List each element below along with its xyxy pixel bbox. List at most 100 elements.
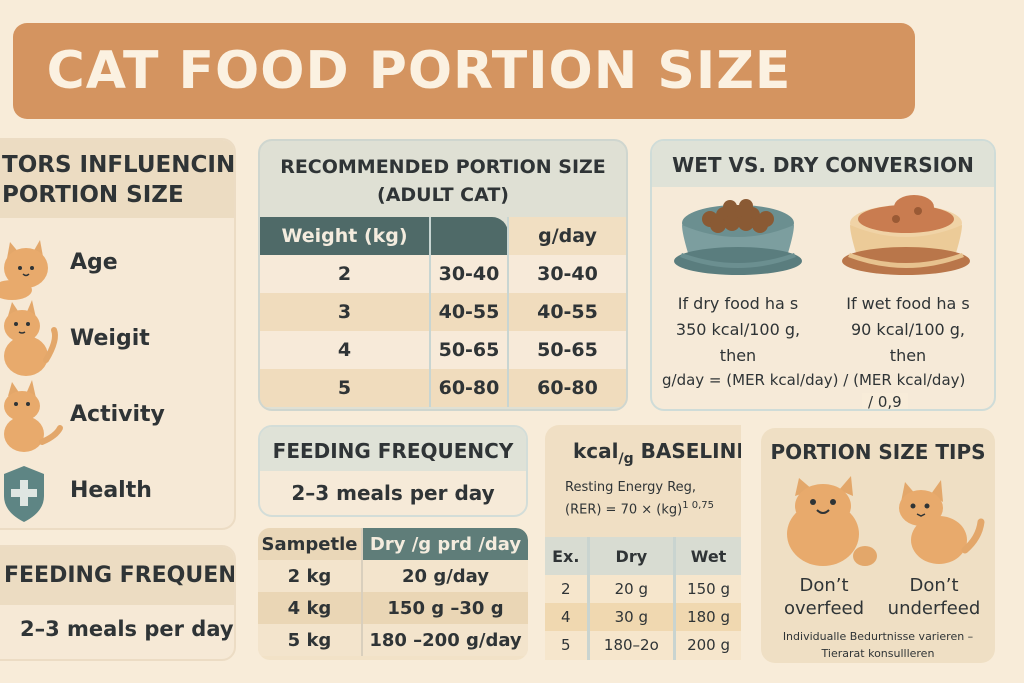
tip-underfeed-line: underfeed — [887, 598, 981, 619]
wet-food-caption: If wet food ha s 90 kcal/100 g, then — [828, 291, 988, 369]
cell: 40-55 — [429, 293, 508, 331]
wet-food-bowl-icon — [834, 193, 978, 289]
rer-formula: Resting Energy Reg, (RER) = 70 × (kg)1 0… — [545, 467, 741, 519]
table-row: 5 180–2o 200 g — [545, 631, 741, 659]
cell: 5 — [545, 631, 590, 659]
factors-panel: TORS INFLUENCING PORTION SIZE Age — [0, 138, 236, 530]
kcal-heading-sub: /g — [618, 451, 634, 467]
overweight-cat-icon — [781, 472, 881, 572]
wet-caption-line: then — [889, 346, 927, 365]
column-header-sample: Sampetle — [258, 528, 363, 560]
recommended-table: Weight (kg) g/day 2 30-40 30-40 3 40-55 … — [260, 217, 626, 407]
factor-label-health: Health — [70, 477, 152, 503]
tip-overfeed: Don’t overfeed — [769, 574, 879, 620]
table-row: 2 20 g 150 g — [545, 575, 741, 603]
wet-caption-line: If wet food ha s — [846, 294, 970, 313]
kitten-icon — [0, 224, 70, 300]
conversion-formula: g/day = (MER kcal/day) / (MER kcal/day) — [662, 371, 966, 389]
dry-caption-line: If dry food ha s — [677, 294, 799, 313]
recommended-heading-line1: RECOMMENDED PORTION SIZE — [280, 156, 606, 178]
kcal-heading-rest: BASELINE — [633, 439, 741, 463]
column-header-gday: g/day — [507, 217, 626, 255]
conversion-formula-divisor: / 0,9 — [862, 393, 908, 409]
cell: 30-40 — [429, 255, 508, 293]
cat-sitting-icon — [0, 300, 70, 376]
cell: 20 g/day — [402, 565, 489, 587]
kcal-baseline-heading: kcal/g BASELINE — [545, 425, 741, 467]
cell: 30 g — [588, 603, 677, 631]
factor-item-activity: Activity — [0, 376, 222, 452]
cell: 30-40 — [507, 255, 626, 293]
cell: 5 — [337, 377, 352, 399]
recommended-portion-panel: RECOMMENDED PORTION SIZE (ADULT CAT) Wei… — [258, 139, 628, 411]
kcal-baseline-panel: kcal/g BASELINE Resting Energy Reg, (RER… — [545, 425, 741, 660]
feeding-frequency-center-heading: FEEDING FREQUENCY — [260, 427, 526, 471]
cell: 20 g — [588, 575, 677, 603]
rer-exponent: 1 0,75 — [682, 500, 715, 511]
table-row: 2 kg 20 g/day — [258, 560, 528, 592]
factor-label-weight: Weigit — [70, 325, 150, 351]
factors-heading-line2: PORTION SIZE — [2, 182, 184, 208]
cell: 150 g –30 g — [387, 597, 504, 619]
tip-overfeed-line: overfeed — [783, 598, 865, 619]
table-row: 5 60-80 60-80 — [260, 369, 626, 407]
column-header-dry: Dry /g prd /day — [362, 528, 528, 560]
tip-underfeed: Don’t underfeed — [879, 574, 989, 620]
table-row-empty — [545, 659, 741, 660]
cat-playing-icon — [0, 376, 70, 452]
factor-item-health: Health — [0, 452, 222, 528]
cell: 40-55 — [507, 293, 626, 331]
feeding-frequency-left-value: 2–3 meals per day — [20, 617, 234, 641]
tips-note-line1: Individualle Bedurtnisse varieren – — [782, 630, 974, 643]
wet-dry-conversion-panel: WET VS. DRY CONVERSION If dry food — [650, 139, 996, 411]
column-header-weight: Weight (kg) — [260, 217, 430, 255]
table-row: 3 40-55 40-55 — [260, 293, 626, 331]
cell: 3 — [337, 301, 352, 323]
sample-table-panel: Sampetle Dry /g prd /day 2 kg 20 g/day 4… — [258, 528, 528, 660]
cell: 50-65 — [429, 331, 508, 369]
cell: 4 — [337, 339, 352, 361]
factor-label-age: Age — [70, 249, 118, 275]
tips-heading: PORTION SIZE TIPS — [770, 440, 986, 464]
column-header-dry: Dry — [588, 537, 677, 575]
shield-plus-icon — [0, 452, 70, 528]
cell: 180 g — [687, 608, 730, 626]
rer-line2: (RER) = 70 × (kg) — [565, 502, 683, 518]
portion-tips-panel: PORTION SIZE TIPS Don’t overfeed Do — [761, 428, 995, 663]
page-title: CAT FOOD PORTION SIZE — [46, 41, 792, 101]
factor-item-age: Age — [0, 224, 222, 300]
thin-cat-icon — [891, 478, 987, 572]
cell: 4 — [545, 603, 590, 631]
rer-line1: Resting Energy Reg, — [565, 480, 697, 495]
column-header-wet: Wet — [674, 537, 741, 575]
cell: 2 — [337, 263, 352, 285]
cell: 2 kg — [258, 560, 363, 592]
cell: 180–2o — [588, 631, 677, 659]
column-header-ex: Ex. — [545, 537, 590, 575]
table-row: 4 30 g 180 g — [545, 603, 741, 631]
table-row: 4 50-65 50-65 — [260, 331, 626, 369]
title-banner: CAT FOOD PORTION SIZE — [13, 23, 915, 119]
tip-overfeed-line: Don’t — [799, 575, 849, 596]
cell: 4 kg — [258, 592, 363, 624]
wet-dry-heading: WET VS. DRY CONVERSION — [652, 141, 994, 187]
cell: 200 g — [687, 636, 730, 654]
dry-caption-line: then — [719, 346, 757, 365]
column-header-blank — [429, 217, 508, 255]
factors-heading-line1: TORS INFLUENCING — [2, 152, 236, 178]
table-row: 4 kg 150 g –30 g — [258, 592, 528, 624]
sample-table: Sampetle Dry /g prd /day 2 kg 20 g/day 4… — [258, 528, 528, 656]
kcal-table: Ex. Dry Wet 2 20 g 150 g 4 30 g 180 g 5 … — [545, 537, 741, 660]
cell: 2 — [545, 575, 590, 603]
factors-heading: TORS INFLUENCING PORTION SIZE — [0, 140, 234, 218]
feeding-frequency-center-value: 2–3 meals per day — [291, 481, 495, 505]
tips-note-line2: Tierarat konsullleren — [821, 647, 935, 660]
factor-item-weight: Weigit — [0, 300, 222, 376]
feeding-frequency-left-heading: FEEDING FREQUENCY — [0, 547, 234, 605]
table-row: 2 30-40 30-40 — [260, 255, 626, 293]
dry-caption-line: 350 kcal/100 g, — [675, 320, 801, 339]
cell: 5 kg — [258, 624, 363, 656]
dry-food-caption: If dry food ha s 350 kcal/100 g, then — [658, 291, 818, 369]
wet-caption-line: 90 kcal/100 g, — [850, 320, 965, 339]
cell: 180 –200 g/day — [369, 629, 522, 651]
